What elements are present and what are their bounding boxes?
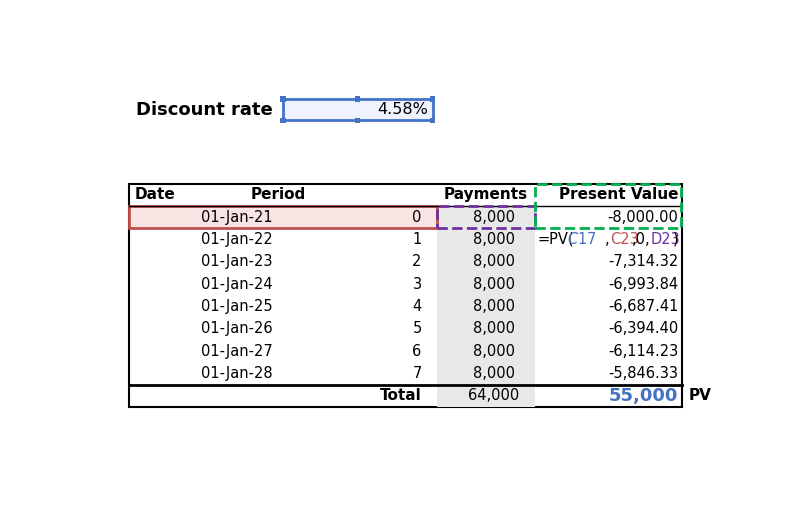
Text: 8,000: 8,000 xyxy=(472,299,515,314)
Text: 01-Jan-27: 01-Jan-27 xyxy=(201,344,273,359)
Text: 01-Jan-28: 01-Jan-28 xyxy=(201,366,273,381)
Text: 8,000: 8,000 xyxy=(472,321,515,336)
Bar xyxy=(430,118,435,123)
Text: -6,687.41: -6,687.41 xyxy=(607,299,678,314)
Bar xyxy=(283,99,433,120)
Text: D23: D23 xyxy=(651,232,680,247)
Text: 8,000: 8,000 xyxy=(472,277,515,292)
Text: ): ) xyxy=(673,232,678,247)
Text: ,0,: ,0, xyxy=(632,232,650,247)
Text: 01-Jan-23: 01-Jan-23 xyxy=(202,254,273,269)
Text: -5,846.33: -5,846.33 xyxy=(608,366,678,381)
Text: 1: 1 xyxy=(412,232,422,247)
Text: 01-Jan-26: 01-Jan-26 xyxy=(201,321,273,336)
Text: =PV(: =PV( xyxy=(538,232,575,247)
Text: 5: 5 xyxy=(412,321,422,336)
Text: Period: Period xyxy=(251,187,306,202)
Text: Present Value: Present Value xyxy=(559,187,678,202)
Text: -6,114.23: -6,114.23 xyxy=(608,344,678,359)
Text: Date: Date xyxy=(135,187,175,202)
Bar xyxy=(535,184,681,228)
Text: 64,000: 64,000 xyxy=(468,388,519,403)
Bar xyxy=(437,206,535,407)
Text: 0: 0 xyxy=(412,209,422,224)
Text: -6,993.84: -6,993.84 xyxy=(608,277,678,292)
Text: 6: 6 xyxy=(412,344,422,359)
Text: 4: 4 xyxy=(412,299,422,314)
Text: -7,314.32: -7,314.32 xyxy=(608,254,678,269)
Text: 3: 3 xyxy=(413,277,422,292)
Text: Payments: Payments xyxy=(444,187,528,202)
Bar xyxy=(355,96,360,102)
Text: 8,000: 8,000 xyxy=(472,254,515,269)
Text: PV: PV xyxy=(688,388,711,403)
Bar xyxy=(355,118,360,123)
Text: 4.58%: 4.58% xyxy=(378,102,429,117)
Text: 2: 2 xyxy=(412,254,422,269)
Bar xyxy=(129,184,682,407)
Text: ,: , xyxy=(604,232,609,247)
Text: -8,000.00: -8,000.00 xyxy=(607,209,678,224)
Bar xyxy=(430,96,435,102)
Bar xyxy=(437,206,535,228)
Text: 8,000: 8,000 xyxy=(472,209,515,224)
Bar xyxy=(129,206,437,228)
Text: C23: C23 xyxy=(610,232,638,247)
Text: 01-Jan-22: 01-Jan-22 xyxy=(201,232,273,247)
Bar xyxy=(280,118,286,123)
Text: 01-Jan-21: 01-Jan-21 xyxy=(201,209,273,224)
Text: 55,000: 55,000 xyxy=(609,386,678,405)
Text: 8,000: 8,000 xyxy=(472,344,515,359)
Text: -6,394.40: -6,394.40 xyxy=(608,321,678,336)
Text: 01-Jan-24: 01-Jan-24 xyxy=(201,277,273,292)
Text: 7: 7 xyxy=(412,366,422,381)
Bar xyxy=(280,96,286,102)
Text: Discount rate: Discount rate xyxy=(136,102,272,119)
Text: $C$17: $C$17 xyxy=(568,231,597,247)
Text: 01-Jan-25: 01-Jan-25 xyxy=(201,299,273,314)
Text: Total: Total xyxy=(380,388,422,403)
Text: 8,000: 8,000 xyxy=(472,232,515,247)
Text: 8,000: 8,000 xyxy=(472,366,515,381)
